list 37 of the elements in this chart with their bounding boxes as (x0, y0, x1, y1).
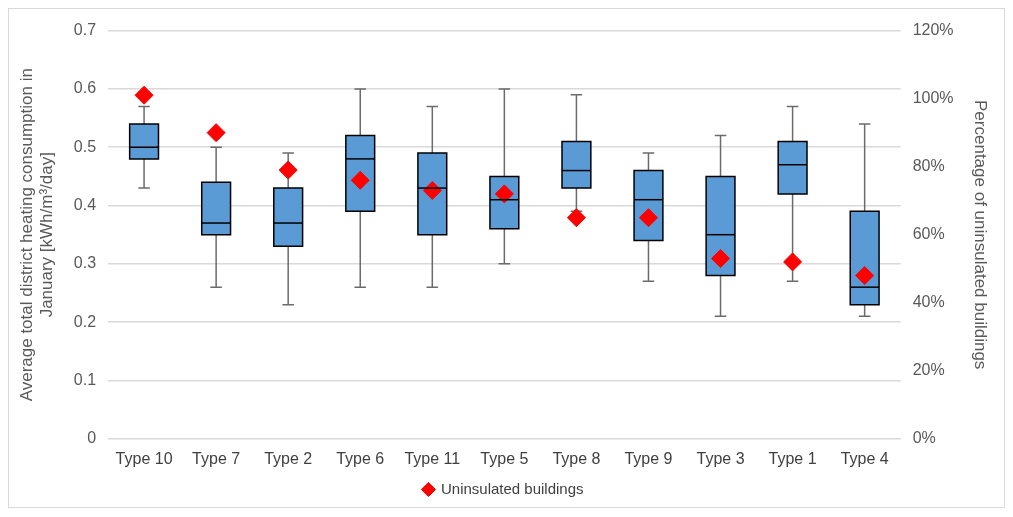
point (278, 160, 298, 180)
point (783, 252, 803, 272)
x-tick-label: Type 11 (404, 449, 461, 467)
y-tick-label: 0.4 (73, 195, 97, 213)
x-tick-label: Type 6 (336, 449, 385, 467)
y2-tick-label: 60% (912, 225, 945, 243)
point (206, 123, 226, 143)
y-tick-label: 0.6 (73, 79, 97, 97)
point (711, 249, 731, 269)
y2-axis-title: Percentage of uninsulated buildings (971, 100, 991, 370)
x-tick-label: Type 5 (480, 449, 529, 467)
legend-label: Uninsulated buildings (440, 479, 584, 497)
y-tick-label: 0.2 (73, 312, 97, 330)
x-tick-label: Type 10 (115, 449, 173, 467)
x-tick-label: Type 8 (552, 449, 601, 467)
x-tick-label: Type 9 (624, 449, 673, 467)
y-axis-title: Average total district heating consumption in January [kWh/m³/day] (16, 68, 57, 402)
y2-tick-label: 20% (912, 361, 945, 379)
x-tick-label: Type 3 (696, 449, 745, 467)
y2-tick-label: 100% (912, 89, 954, 107)
point (855, 266, 875, 286)
y-tick-label: 0 (87, 429, 97, 447)
y2-tick-label: 120% (912, 21, 954, 39)
y-tick-label: 0.3 (73, 254, 97, 272)
y2-tick-label: 40% (912, 293, 945, 311)
y2-tick-label: 80% (912, 157, 945, 175)
x-tick-label: Type 4 (840, 449, 889, 467)
y2-tick-label: 0% (912, 429, 936, 447)
y-tick-label: 0.7 (73, 21, 97, 39)
y-tick-label: 0.1 (73, 370, 97, 388)
x-tick-label: Type 1 (768, 449, 817, 467)
x-tick-label: Type 2 (264, 449, 313, 467)
y-tick-label: 0.5 (73, 137, 97, 155)
x-tick-label: Type 7 (192, 449, 241, 467)
point (566, 208, 586, 228)
point (134, 85, 154, 105)
point (638, 208, 658, 228)
